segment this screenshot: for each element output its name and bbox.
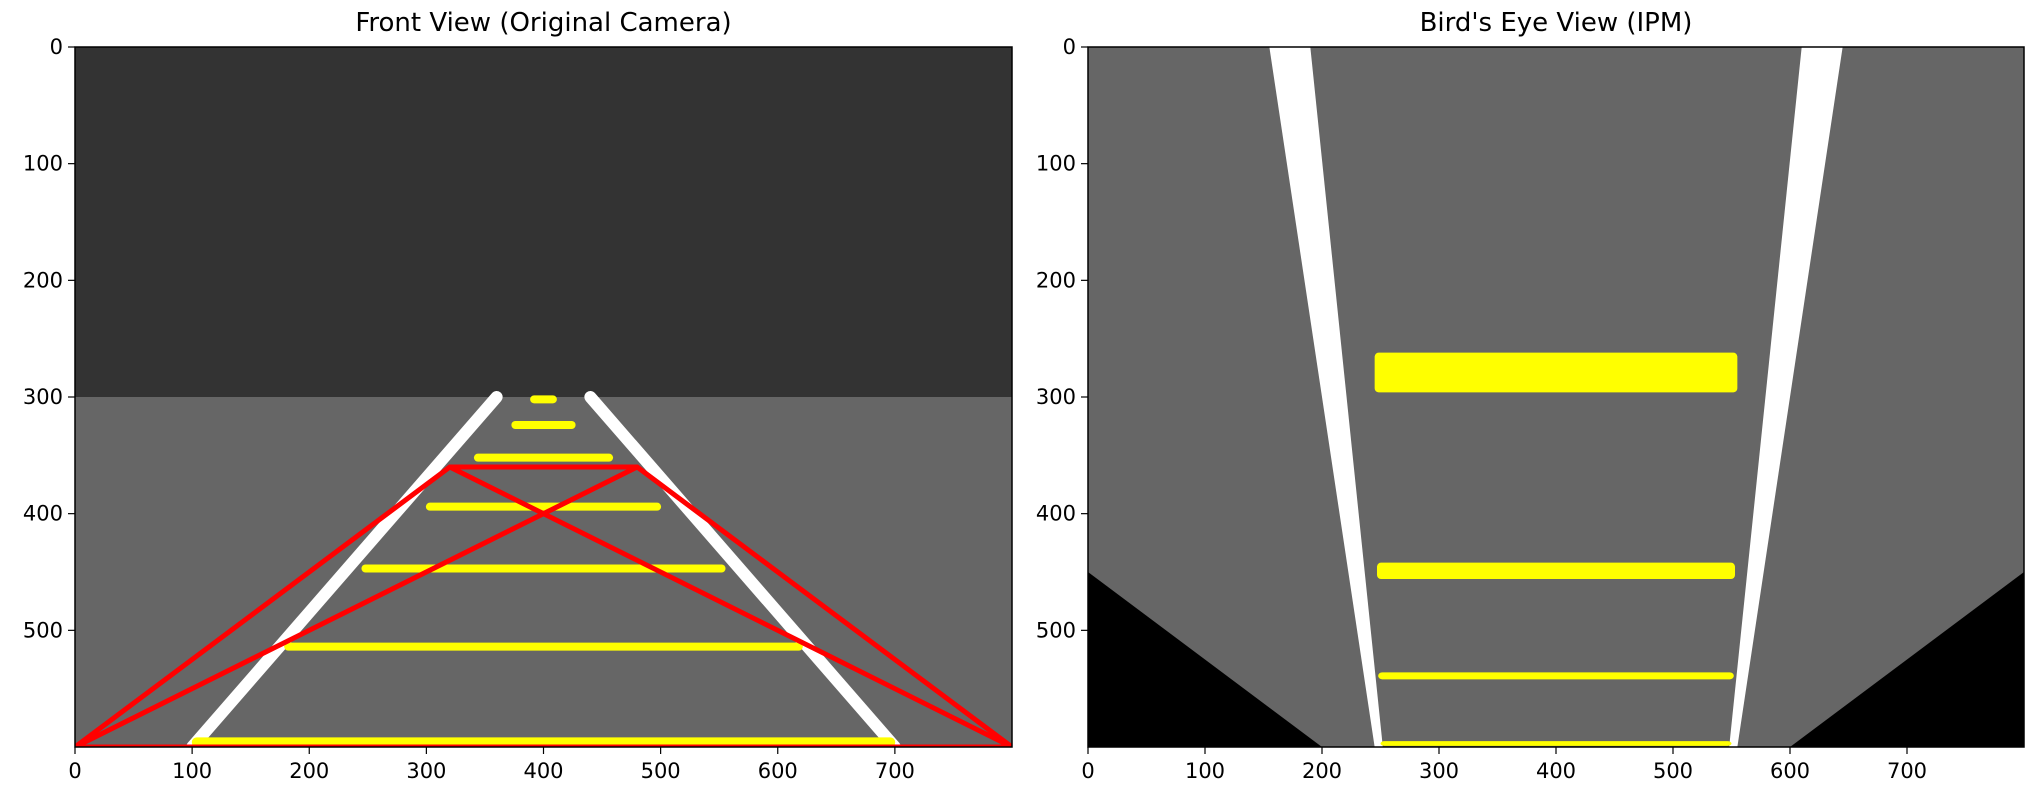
image-area (75, 47, 1012, 747)
lane-line-right (1729, 47, 1843, 747)
lane-line-left (186, 391, 503, 747)
x-tick-label: 100 (172, 759, 212, 783)
x-tick-label: 600 (758, 759, 798, 783)
birds-eye-view-panel: 0 100 200 300 400 500 600 700 0 100 200 300 400 500 Bi… (1036, 8, 2025, 783)
image-area (1088, 47, 2024, 747)
x-tick-label: 300 (406, 759, 446, 783)
y-tick-label: 0 (50, 35, 63, 59)
outside-corner-right (1790, 572, 2024, 747)
lane-line-left (1269, 47, 1383, 747)
road-region (1088, 47, 2024, 747)
y-tick-label: 400 (1036, 502, 1076, 526)
x-tick-label: 500 (641, 759, 681, 783)
outside-corner-left (1088, 572, 1322, 747)
x-tick-label: 700 (1887, 759, 1927, 783)
y-tick-label: 200 (1036, 268, 1076, 292)
chart-title: Bird's Eye View (IPM) (1420, 8, 1693, 38)
y-tick-label: 200 (23, 268, 63, 292)
y-tick-label: 100 (23, 152, 63, 176)
y-tick-label: 300 (1036, 385, 1076, 409)
sky-region (75, 47, 1012, 397)
y-tick-label: 400 (23, 502, 63, 526)
x-tick-label: 400 (523, 759, 563, 783)
x-tick-label: 400 (1536, 759, 1576, 783)
roi-quad (75, 464, 1012, 747)
x-tick-label: 200 (289, 759, 329, 783)
y-tick-label: 500 (23, 618, 63, 642)
lane-line-right (584, 391, 901, 747)
x-tick-label: 100 (1185, 759, 1225, 783)
chart-title: Front View (Original Camera) (355, 8, 731, 38)
x-tick-label: 200 (1302, 759, 1342, 783)
x-tick-label: 0 (68, 759, 81, 783)
y-tick-label: 300 (23, 385, 63, 409)
road-marking-0 (1374, 352, 1738, 393)
x-tick-label: 600 (1770, 759, 1810, 783)
y-tick-label: 100 (1036, 152, 1076, 176)
x-tick-label: 300 (1419, 759, 1459, 783)
road-marking-2 (1378, 672, 1734, 680)
y-tick-label: 500 (1036, 618, 1076, 642)
y-tick-label: 0 (1063, 35, 1076, 59)
front-view-panel: 0 100 200 300 400 500 600 700 0 100 200 300 400 500 Fr… (23, 8, 1013, 783)
road-marking-1 (1376, 562, 1736, 579)
x-tick-label: 500 (1653, 759, 1693, 783)
x-tick-label: 0 (1081, 759, 1094, 783)
roi-diagonal-1 (75, 464, 639, 747)
x-tick-label: 700 (875, 759, 915, 783)
road-marking-3 (1380, 741, 1732, 746)
